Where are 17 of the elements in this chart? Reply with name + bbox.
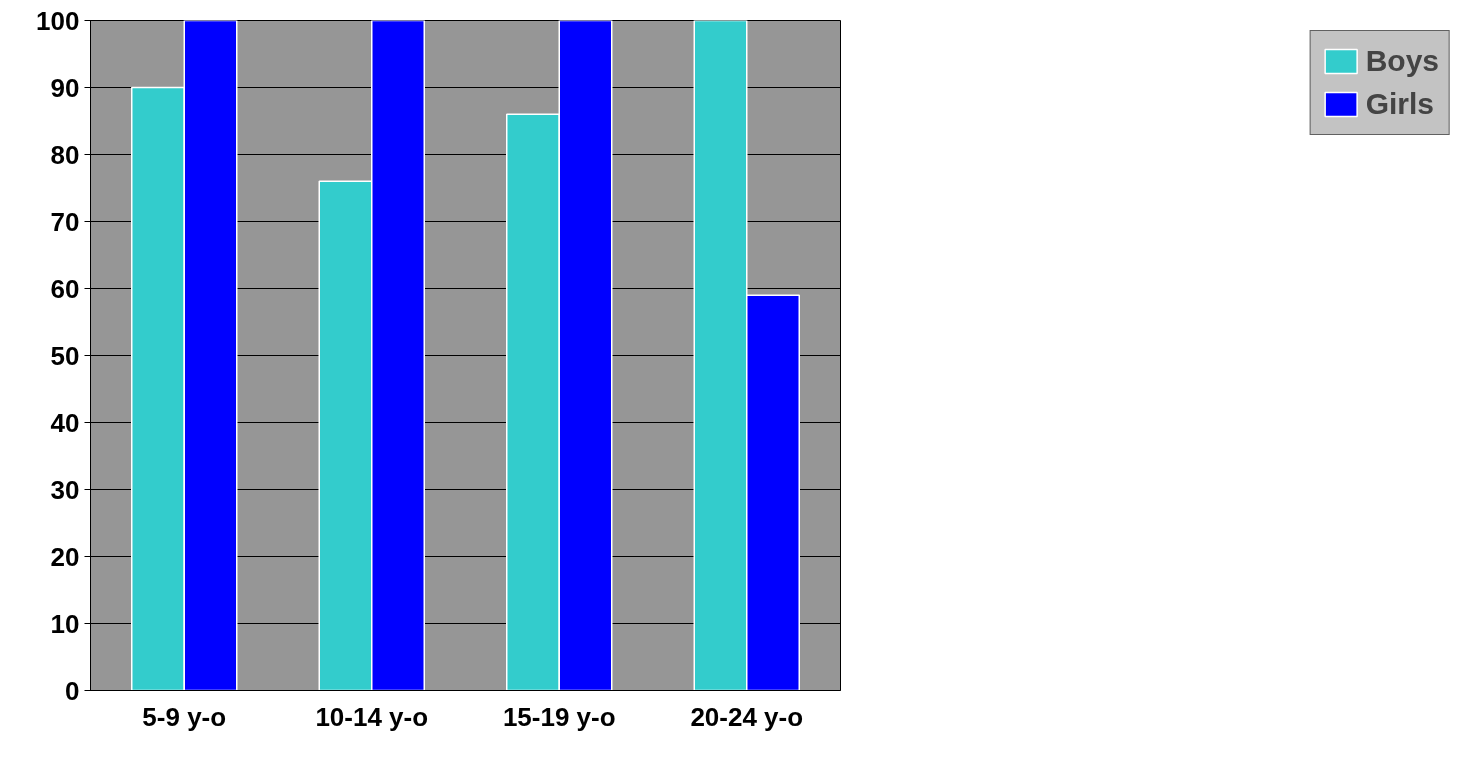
y-tick-label: 30: [50, 474, 80, 505]
legend-label: Girls: [1365, 86, 1435, 122]
y-tick-label: 20: [50, 541, 80, 572]
y-tick-label: 40: [50, 407, 80, 438]
y-tick-label: 70: [50, 206, 80, 237]
y-tick-label: 80: [50, 139, 80, 170]
x-tick-label: 15-19 y-o: [502, 701, 616, 732]
y-tick-label: 100: [36, 5, 80, 36]
y-tick-label: 50: [50, 340, 80, 371]
legend-label: Boys: [1365, 43, 1439, 79]
y-tick-label: 90: [50, 72, 80, 103]
x-tick-label: 5-9 y-o: [142, 701, 227, 732]
y-tick-label: 60: [50, 273, 80, 304]
x-tick-label: 10-14 y-o: [315, 701, 429, 732]
x-tick-label: 20-24 y-o: [690, 701, 804, 732]
y-tick-label: 0: [65, 675, 80, 706]
y-tick-label: 10: [50, 608, 80, 639]
